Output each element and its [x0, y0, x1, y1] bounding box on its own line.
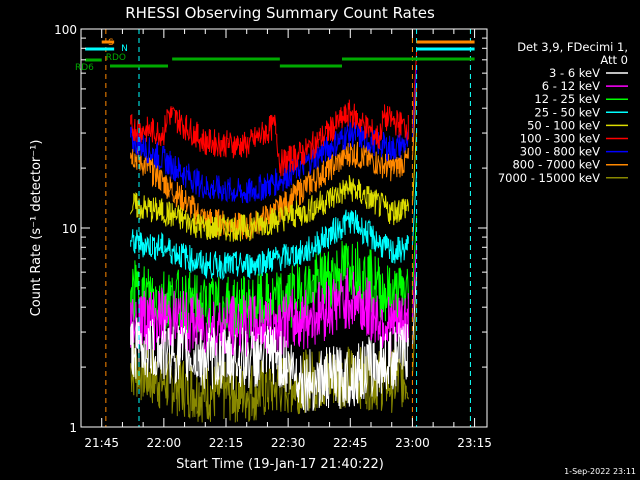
series-6-12-kev	[130, 267, 409, 359]
legend-label-12-25-kev: 12 - 25 keV	[534, 92, 600, 106]
y-tick-label-10: 10	[62, 222, 77, 236]
series-rise-300-800-kev	[411, 66, 418, 143]
series-rise-12-25-kev	[411, 215, 418, 292]
legend-label-6-12-kev: 6 - 12 keV	[542, 79, 600, 93]
saa-label: S	[108, 38, 114, 48]
series-rise-3-6-kev	[411, 272, 418, 348]
legend-header-line-2: Att 0	[600, 53, 628, 67]
legend-label-800-7000-kev: 800 - 7000 keV	[512, 158, 600, 172]
series-rise-25-50-kev	[411, 171, 418, 248]
x-tick-label-22-00: 22:00	[147, 436, 182, 450]
chart-title: RHESSI Observing Summary Count Rates	[125, 4, 435, 22]
x-axis-label: Start Time (19-Jan-17 21:40:22)	[176, 457, 384, 472]
x-tick-label-22-45: 22:45	[333, 436, 368, 450]
x-tick-label-23-00: 23:00	[395, 436, 430, 450]
night-label: N	[121, 44, 128, 54]
series-100-300-kev	[130, 99, 409, 177]
rdo-label: RDO	[106, 53, 126, 63]
series-3-6-kev	[130, 317, 409, 413]
series-50-100-kev	[130, 175, 409, 242]
series-25-50-kev	[130, 209, 409, 281]
series-rise-6-12-kev	[411, 243, 418, 319]
legend-label-25-50-kev: 25 - 50 keV	[534, 105, 600, 119]
rd6-label: RD6	[75, 63, 94, 73]
legend-label-300-800-kev: 300 - 800 keV	[520, 145, 600, 159]
x-tick-label-22-15: 22:15	[209, 436, 244, 450]
date-stamp: 1-Sep-2022 23:11	[564, 467, 636, 476]
y-tick-label-1: 1	[69, 421, 77, 435]
y-axis-label: Count Rate (s⁻¹ detector⁻¹)	[29, 140, 44, 317]
legend-label-100-300-kev: 100 - 300 keV	[520, 132, 600, 146]
series-12-25-kev	[130, 240, 409, 339]
series-rise-7000-15000-kev	[411, 300, 418, 377]
legend-label-50-100-kev: 50 - 100 keV	[527, 118, 600, 132]
x-tick-label-22-30: 22:30	[271, 436, 306, 450]
series-rise-50-100-kev	[411, 129, 418, 206]
series-rise-800-7000-kev	[411, 84, 418, 160]
legend-label-3-6-kev: 3 - 6 keV	[549, 66, 600, 80]
x-tick-label-21-45: 21:45	[84, 436, 119, 450]
legend-header-line-1: Det 3,9, FDecimi 1,	[517, 40, 628, 54]
series-rise-100-300-kev	[411, 51, 418, 128]
axes: 1 10 100 21:45 22:00 22:15 22:30 22:45 23:00 23:1…	[54, 23, 492, 450]
series-group	[130, 51, 418, 423]
x-tick-label-23-15: 23:15	[457, 436, 492, 450]
series-800-7000-kev	[130, 141, 409, 240]
y-tick-label-100: 100	[54, 23, 77, 37]
legend-label-7000-15000-kev: 7000 - 15000 keV	[498, 171, 600, 185]
series-300-800-kev	[130, 119, 409, 204]
